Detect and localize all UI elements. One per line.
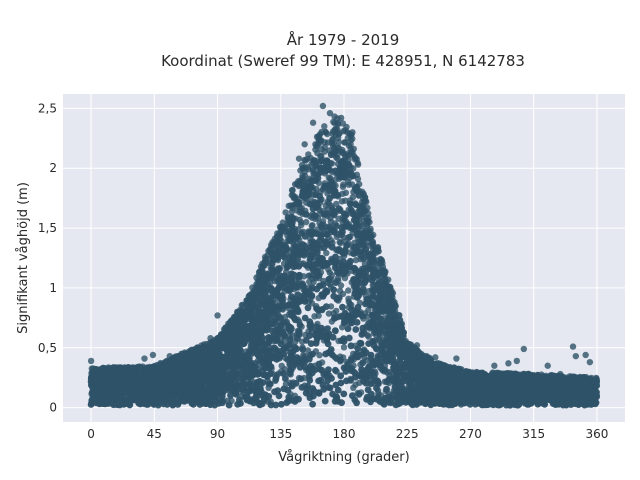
data-point — [336, 287, 344, 294]
data-point — [345, 295, 352, 302]
data-point — [339, 218, 346, 226]
data-point — [337, 282, 345, 289]
data-point — [369, 282, 376, 289]
data-point — [321, 139, 328, 146]
data-point — [360, 217, 367, 224]
data-point — [308, 300, 316, 307]
data-point — [295, 182, 302, 190]
data-point — [342, 189, 350, 196]
chart-title-line2: Koordinat (Sweref 99 TM): E 428951, N 61… — [161, 52, 525, 70]
data-point — [327, 303, 335, 310]
data-point — [339, 183, 347, 190]
data-point — [352, 381, 359, 388]
data-point — [163, 357, 171, 364]
data-point — [345, 287, 352, 294]
data-point — [302, 157, 309, 164]
data-point — [296, 209, 303, 216]
data-point — [392, 302, 399, 309]
data-point — [331, 126, 338, 133]
data-point — [312, 146, 319, 153]
data-point — [309, 222, 316, 229]
data-point — [301, 172, 309, 179]
data-point — [303, 218, 310, 226]
data-point — [338, 198, 346, 205]
data-point — [310, 272, 317, 279]
data-point — [328, 202, 335, 210]
data-point — [315, 133, 322, 140]
data-point — [269, 260, 276, 268]
data-point — [249, 284, 256, 291]
chart-title-line1: År 1979 - 2019 — [287, 30, 400, 49]
scatter-points — [87, 102, 601, 409]
data-point — [234, 308, 241, 316]
data-point — [352, 256, 360, 264]
data-point — [325, 310, 333, 317]
data-point — [285, 202, 292, 210]
data-point — [340, 344, 348, 351]
data-point — [292, 193, 299, 201]
data-point — [298, 221, 305, 229]
data-point — [219, 331, 227, 338]
data-point — [359, 222, 366, 229]
data-point — [311, 313, 318, 320]
data-point — [339, 324, 346, 331]
data-point — [278, 362, 285, 369]
data-point — [341, 274, 349, 282]
data-point — [289, 186, 296, 194]
data-point — [305, 151, 312, 158]
data-point — [336, 238, 343, 246]
data-point — [354, 175, 362, 183]
data-point — [310, 170, 317, 177]
data-point — [310, 157, 317, 164]
data-point — [371, 246, 378, 253]
data-point — [298, 161, 306, 169]
data-point — [316, 352, 323, 359]
data-point — [331, 220, 339, 227]
data-point — [344, 134, 351, 142]
data-point — [282, 209, 289, 216]
data-point — [260, 262, 267, 270]
data-point — [239, 301, 246, 308]
data-point — [356, 180, 363, 188]
data-point — [324, 130, 331, 138]
data-point — [365, 210, 372, 217]
data-point — [354, 161, 362, 168]
data-point — [335, 134, 342, 142]
data-point — [328, 139, 336, 146]
